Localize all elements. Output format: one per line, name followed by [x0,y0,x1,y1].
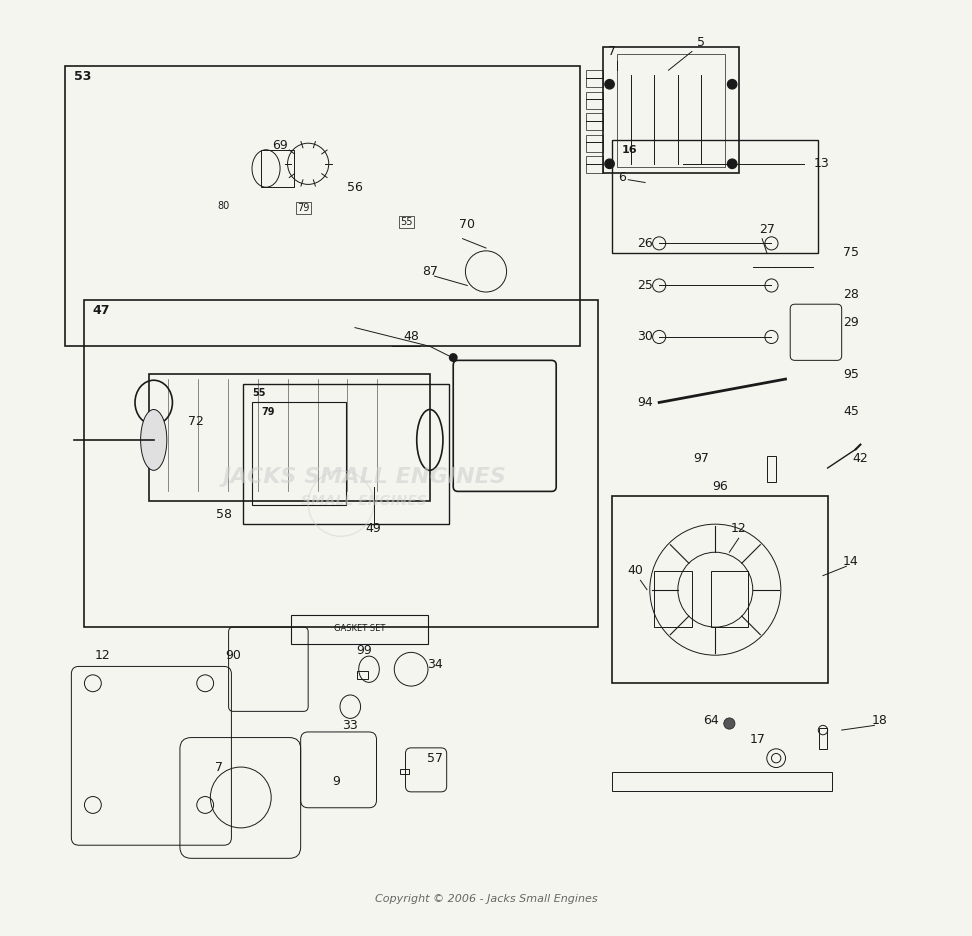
Text: 12: 12 [94,649,110,662]
Bar [603,47,739,173]
Text: 7: 7 [215,761,224,774]
Text: JACKS SMALL ENGINES: JACKS SMALL ENGINES [223,467,506,488]
Text: 90: 90 [226,649,241,662]
Bar [65,66,579,346]
Text: 58: 58 [216,508,232,521]
Text: Copyright © 2006 - Jacks Small Engines: Copyright © 2006 - Jacks Small Engines [374,894,598,903]
Circle shape [724,718,735,729]
Text: 87: 87 [422,265,437,278]
Text: 79: 79 [297,203,310,212]
Bar [819,728,827,749]
Text: 9: 9 [332,775,340,788]
Text: 30: 30 [637,330,652,344]
Bar [84,300,599,627]
Text: 55: 55 [252,388,265,399]
Circle shape [605,80,614,89]
Bar [243,384,448,524]
Text: 99: 99 [357,644,372,657]
Bar [612,140,818,253]
Text: 33: 33 [342,719,358,732]
Text: 14: 14 [843,555,859,568]
Text: 56: 56 [347,181,363,194]
Text: 69: 69 [272,139,288,152]
Text: 18: 18 [871,714,887,727]
Text: 53: 53 [74,70,91,83]
Text: 27: 27 [759,223,775,236]
Text: 7: 7 [608,45,616,58]
Text: 48: 48 [403,330,419,344]
Text: 57: 57 [427,752,442,765]
Bar [357,671,368,679]
Circle shape [727,80,737,89]
Bar [586,135,603,152]
Text: 45: 45 [843,405,859,418]
Text: 28: 28 [843,288,859,301]
Text: 12: 12 [731,522,746,535]
Bar [612,772,832,791]
Bar [252,402,346,505]
Text: SMALL ENGINES: SMALL ENGINES [301,494,428,507]
Bar [586,113,603,130]
Text: 42: 42 [852,452,868,465]
Bar [654,571,692,627]
Text: 80: 80 [218,201,230,211]
Bar [586,70,603,87]
Text: 47: 47 [93,304,111,317]
Circle shape [449,354,457,361]
Text: 26: 26 [637,237,652,250]
Text: 13: 13 [814,157,829,170]
Bar [617,54,725,167]
Bar [711,571,748,627]
Text: 70: 70 [460,218,475,231]
Text: 75: 75 [843,246,859,259]
Text: 29: 29 [843,316,859,329]
Text: 49: 49 [365,522,382,535]
Bar [586,92,603,109]
Text: 16: 16 [622,145,638,155]
Bar [261,150,295,187]
Circle shape [605,159,614,168]
Bar [149,374,430,501]
Text: 25: 25 [637,279,652,292]
Text: 94: 94 [638,396,653,409]
Text: 79: 79 [261,407,275,417]
Text: 55: 55 [400,217,413,227]
Bar [612,496,827,683]
Text: 6: 6 [618,171,626,184]
Bar [399,769,409,774]
Text: 40: 40 [628,564,643,578]
Text: 5: 5 [697,36,706,49]
Text: 64: 64 [703,714,718,727]
Bar [767,456,777,482]
Circle shape [727,159,737,168]
Text: 96: 96 [712,480,728,493]
Text: 95: 95 [843,368,859,381]
Bar [586,156,603,173]
Text: 72: 72 [188,415,204,428]
Text: GASKET SET: GASKET SET [334,624,385,634]
Text: 97: 97 [693,452,710,465]
Text: 17: 17 [749,733,765,746]
Ellipse shape [141,409,167,470]
Text: 34: 34 [427,658,442,671]
